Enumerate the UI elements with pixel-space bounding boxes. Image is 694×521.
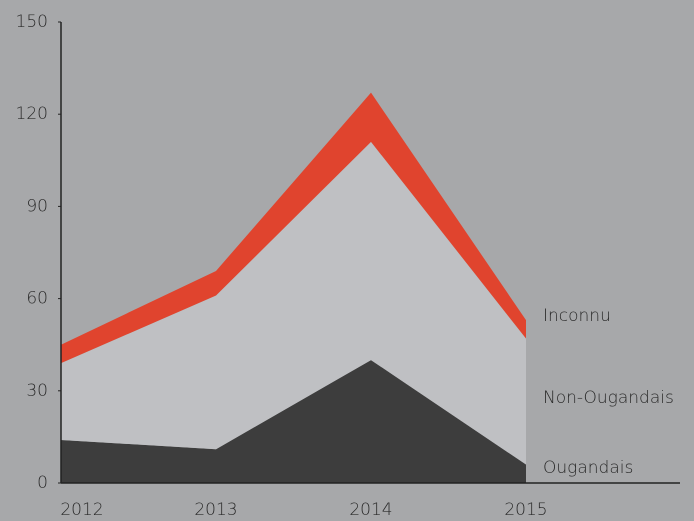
x-tick-label: 2014 (349, 500, 392, 520)
legend-label: Ougandais (543, 458, 633, 478)
y-tick-label: 0 (37, 473, 48, 493)
x-tick-label: 2012 (60, 500, 103, 520)
area (61, 92, 526, 364)
area (61, 141, 526, 465)
y-tick-label: 150 (16, 12, 48, 32)
y-tick-label: 30 (26, 381, 48, 401)
y-tick-label: 120 (16, 104, 48, 124)
y-tick-label: 60 (26, 289, 48, 309)
x-tick-label: 2015 (504, 500, 547, 520)
area (61, 360, 526, 483)
legend-label: Inconnu (543, 306, 611, 326)
y-tick-label: 90 (26, 196, 48, 216)
legend-label: Non-Ougandais (543, 388, 674, 408)
x-tick-label: 2013 (194, 500, 237, 520)
